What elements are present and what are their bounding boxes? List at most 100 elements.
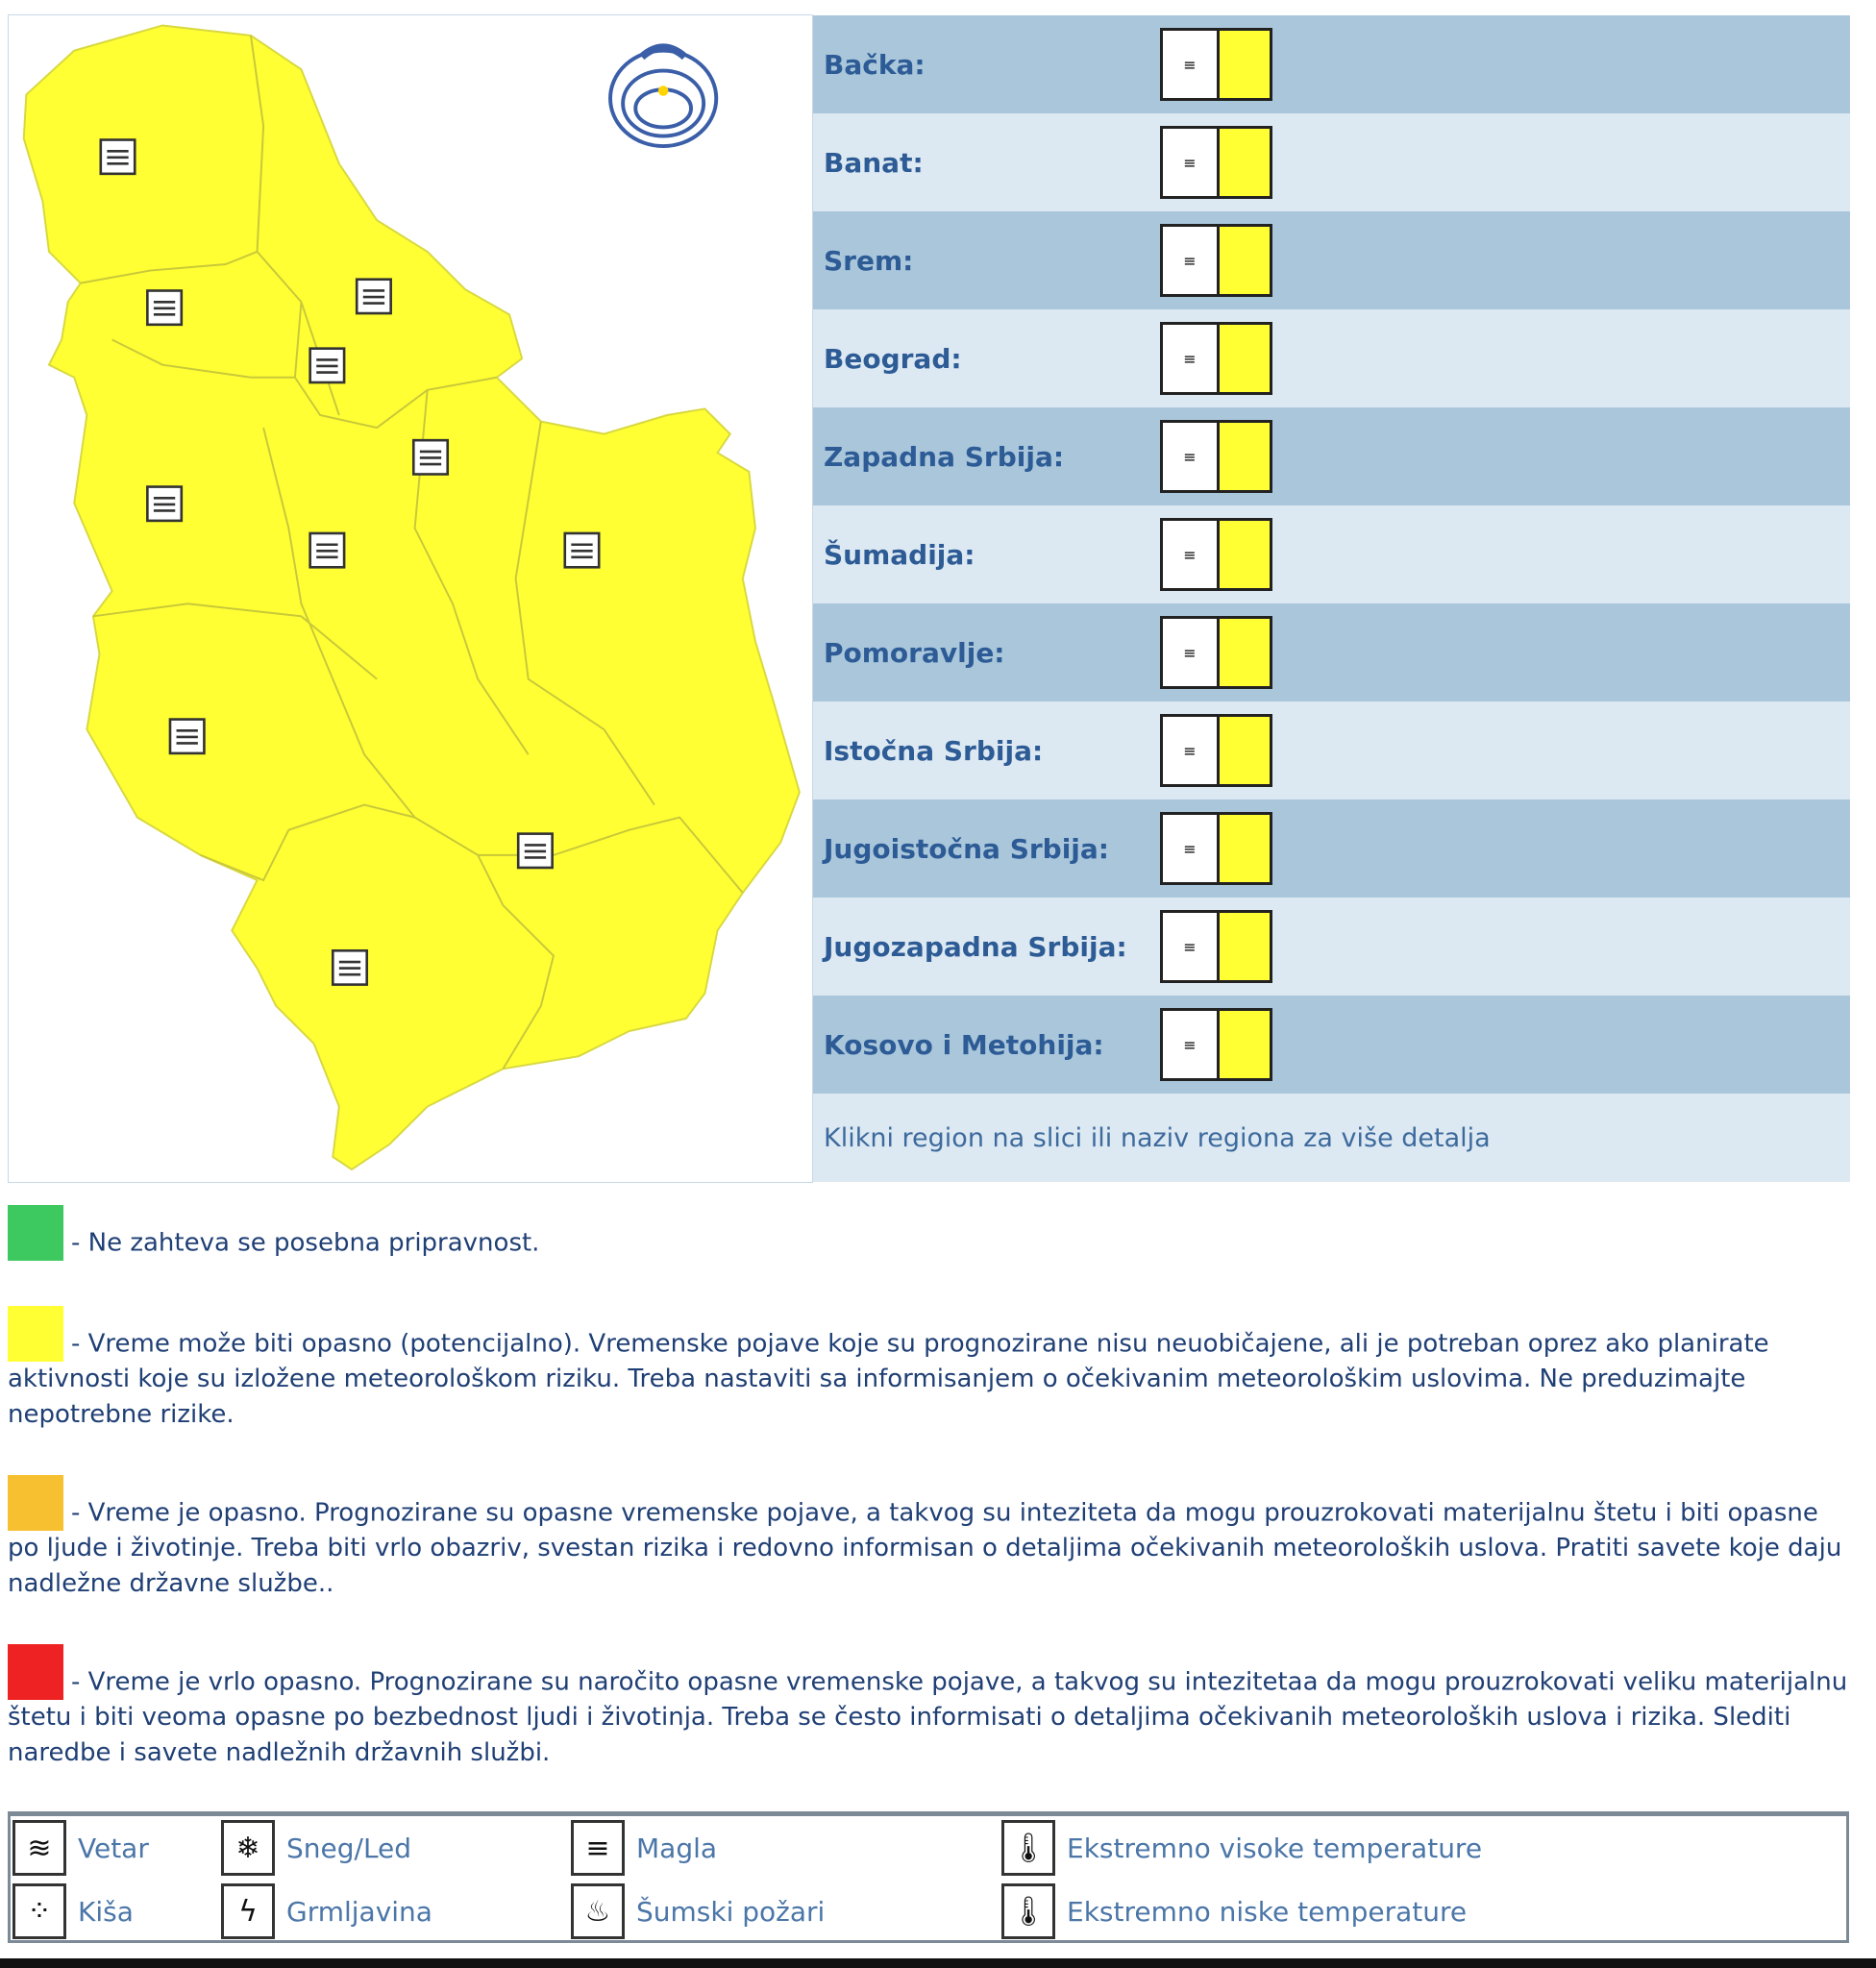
fog-icon: ≡ <box>1163 227 1220 294</box>
fog-icon: ≡ <box>1163 717 1220 784</box>
thermometer-low-icon: 🌡 <box>1001 1883 1055 1939</box>
warning-badge[interactable]: ≡ <box>1160 518 1272 591</box>
fog-icon <box>563 531 601 569</box>
region-label[interactable]: Zapadna Srbija: <box>824 440 1065 473</box>
warning-level-yellow <box>1220 619 1270 686</box>
lightning-icon: ϟ <box>221 1883 275 1939</box>
level-text: - Vreme je opasno. Prognozirane su opasn… <box>8 1498 1842 1598</box>
fog-icon: ≡ <box>571 1820 625 1876</box>
snow-icon: ❄ <box>221 1820 275 1876</box>
legend-item-niske-temperature: 🌡 Ekstremno niske temperature <box>1001 1883 1467 1939</box>
fog-icon <box>411 438 450 476</box>
warning-badge[interactable]: ≡ <box>1160 714 1272 787</box>
warning-badge[interactable]: ≡ <box>1160 224 1272 297</box>
warning-level-yellow <box>1220 129 1270 196</box>
warning-level-yellow <box>1220 227 1270 294</box>
legend-label: Šumski požari <box>636 1895 826 1928</box>
legend-item-magla: ≡ Magla <box>571 1820 717 1876</box>
serbia-outline[interactable] <box>22 24 801 1171</box>
legend-label: Grmljavina <box>286 1895 432 1928</box>
region-row-jugozapadna-srbija[interactable]: Jugozapadna Srbija: ≡ <box>813 898 1850 996</box>
orange-level-swatch <box>8 1475 63 1531</box>
region-label[interactable]: Bačka: <box>824 48 926 81</box>
region-label[interactable]: Šumadija: <box>824 538 975 571</box>
warning-badge[interactable]: ≡ <box>1160 1008 1272 1081</box>
region-row-beograd[interactable]: Beograd: ≡ <box>813 309 1850 407</box>
warning-level-yellow <box>1220 423 1270 490</box>
fog-icon: ≡ <box>1163 31 1220 98</box>
fog-icon: ≡ <box>1163 815 1220 882</box>
fog-icon <box>309 531 346 569</box>
region-row-kosovo-i-metohija[interactable]: Kosovo i Metohija: ≡ <box>813 996 1850 1094</box>
warning-level-yellow <box>1220 815 1270 882</box>
warning-level-yellow <box>1220 325 1270 392</box>
legend-item-sumski-pozari: ♨ Šumski požari <box>571 1883 825 1939</box>
level-legend-green: - Ne zahteva se posebna pripravnost. <box>8 1205 1853 1261</box>
green-level-swatch <box>8 1205 63 1261</box>
warning-badge[interactable]: ≡ <box>1160 126 1272 199</box>
fog-icon <box>309 347 346 384</box>
region-row-sumadija[interactable]: Šumadija: ≡ <box>813 505 1850 603</box>
legend-label: Sneg/Led <box>286 1832 412 1864</box>
legend-label: Kiša <box>78 1895 134 1928</box>
region-label[interactable]: Banat: <box>824 146 924 179</box>
region-row-pomoravlje[interactable]: Pomoravlje: ≡ <box>813 603 1850 701</box>
fog-icon: ≡ <box>1163 521 1220 588</box>
legend-item-kisa: ⁘ Kiša <box>12 1883 134 1939</box>
fog-icon <box>99 138 136 176</box>
phenomena-legend: ≋ Vetar ⁘ Kiša ❄ Sneg/Led ϟ Grmljavina ≡ Magl… <box>8 1811 1849 1943</box>
fog-icon: ≡ <box>1163 619 1220 686</box>
bottom-edge <box>0 1958 1876 1968</box>
serbia-map[interactable] <box>9 15 812 1182</box>
level-text: - Vreme može biti opasno (potencijalno).… <box>8 1329 1769 1429</box>
region-row-backa[interactable]: Bačka: ≡ <box>813 15 1850 113</box>
warning-badge[interactable]: ≡ <box>1160 812 1272 885</box>
legend-item-grmljavina: ϟ Grmljavina <box>221 1883 432 1939</box>
region-label[interactable]: Beograd: <box>824 342 962 375</box>
level-legend-red: - Vreme je vrlo opasno. Prognozirane su … <box>8 1644 1853 1770</box>
fog-icon <box>331 948 369 986</box>
level-legend-yellow: - Vreme može biti opasno (potencijalno).… <box>8 1306 1853 1432</box>
warning-badge[interactable]: ≡ <box>1160 420 1272 493</box>
hint-text: Klikni region na slici ili naziv regiona… <box>824 1122 1491 1153</box>
wind-icon: ≋ <box>12 1820 66 1876</box>
fog-icon: ≡ <box>1163 1011 1220 1078</box>
fog-icon <box>355 278 392 315</box>
fog-icon: ≡ <box>1163 129 1220 196</box>
region-row-zapadna-srbija[interactable]: Zapadna Srbija: ≡ <box>813 407 1850 505</box>
fog-icon: ≡ <box>1163 423 1220 490</box>
region-label[interactable]: Pomoravlje: <box>824 636 1005 669</box>
legend-item-visoke-temperature: 🌡 Ekstremno visoke temperature <box>1001 1820 1482 1876</box>
region-row-istocna-srbija[interactable]: Istočna Srbija: ≡ <box>813 701 1850 800</box>
fog-icon <box>146 289 184 327</box>
region-row-srem[interactable]: Srem: ≡ <box>813 211 1850 309</box>
region-label[interactable]: Srem: <box>824 244 914 277</box>
warning-level-yellow <box>1220 717 1270 784</box>
region-list: Bačka: ≡ Banat: ≡ Srem: ≡ Beograd: ≡ Zapadna… <box>813 15 1850 1182</box>
map-fog-markers <box>99 138 601 986</box>
warning-level-yellow <box>1220 521 1270 588</box>
warning-map[interactable] <box>8 14 813 1183</box>
thermometer-high-icon: 🌡 <box>1001 1820 1055 1876</box>
region-label[interactable]: Istočna Srbija: <box>824 734 1044 767</box>
region-label[interactable]: Kosovo i Metohija: <box>824 1028 1104 1061</box>
warning-level-yellow <box>1220 1011 1270 1078</box>
legend-label: Magla <box>636 1832 718 1864</box>
warning-badge[interactable]: ≡ <box>1160 616 1272 689</box>
legend-item-sneg-led: ❄ Sneg/Led <box>221 1820 411 1876</box>
region-label[interactable]: Jugozapadna Srbija: <box>824 930 1127 963</box>
region-label[interactable]: Jugoistočna Srbija: <box>824 832 1109 865</box>
warning-badge[interactable]: ≡ <box>1160 910 1272 983</box>
legend-label: Vetar <box>78 1832 149 1864</box>
rain-icon: ⁘ <box>12 1883 66 1939</box>
region-row-jugoistocna-srbija[interactable]: Jugoistočna Srbija: ≡ <box>813 800 1850 898</box>
warning-level-yellow <box>1220 913 1270 980</box>
red-level-swatch <box>8 1644 63 1700</box>
region-row-banat[interactable]: Banat: ≡ <box>813 113 1850 211</box>
rhmz-logo <box>608 43 719 149</box>
level-text: - Ne zahteva se posebna pripravnost. <box>71 1228 540 1258</box>
warning-badge[interactable]: ≡ <box>1160 28 1272 101</box>
warning-badge[interactable]: ≡ <box>1160 322 1272 395</box>
hint-row: Klikni region na slici ili naziv regiona… <box>813 1094 1850 1182</box>
fog-icon <box>168 718 206 755</box>
